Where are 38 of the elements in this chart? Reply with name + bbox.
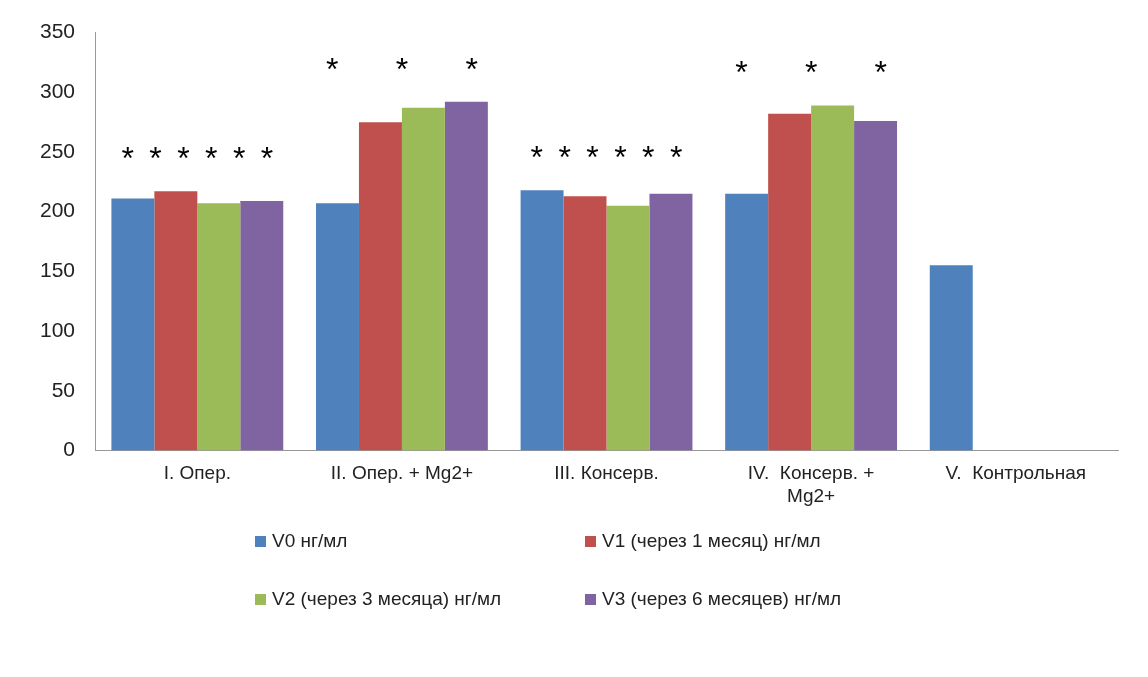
bar	[154, 191, 198, 451]
bar	[240, 200, 284, 451]
legend-label: V1 (через 1 месяц) нг/мл	[602, 530, 821, 552]
bar	[649, 193, 693, 451]
annotation: ******	[530, 139, 698, 176]
bar	[563, 196, 607, 451]
annotation: ***	[326, 50, 536, 87]
legend-label: V2 (через 3 месяца) нг/мл	[272, 588, 502, 610]
bar	[811, 105, 855, 451]
y-tick-label: 250	[39, 138, 76, 162]
legend-label: V3 (через 6 месяцев) нг/мл	[602, 588, 842, 610]
y-tick-label: 200	[39, 198, 76, 222]
x-tick-label: I. Опер.	[163, 462, 231, 484]
annotation: ******	[121, 140, 289, 177]
y-tick-label: 50	[51, 377, 76, 401]
x-tick-label: III. Консерв.	[554, 462, 659, 484]
y-tick-label: 350	[39, 19, 76, 43]
y-tick-label: 150	[39, 258, 76, 282]
bar	[606, 205, 650, 451]
x-tick-label: II. Опер. + Mg2+	[330, 462, 474, 484]
y-tick-label: 300	[39, 79, 76, 103]
bar	[197, 203, 241, 451]
bar	[929, 265, 973, 451]
bar	[358, 122, 402, 451]
x-tick-label: V. Контрольная	[945, 462, 1087, 484]
bar	[725, 193, 769, 451]
legend-label: V0 нг/мл	[272, 530, 348, 552]
y-tick-label: 0	[63, 437, 76, 461]
y-tick-label: 100	[39, 317, 76, 341]
bar	[768, 113, 812, 451]
bar	[401, 107, 445, 451]
bar	[854, 120, 898, 451]
bar	[520, 190, 564, 451]
bar	[444, 101, 488, 451]
bar	[111, 198, 155, 451]
x-tick-label: IV. Консерв. + Mg2+	[747, 462, 875, 506]
annotation: ***	[735, 54, 945, 91]
bar	[316, 203, 359, 451]
